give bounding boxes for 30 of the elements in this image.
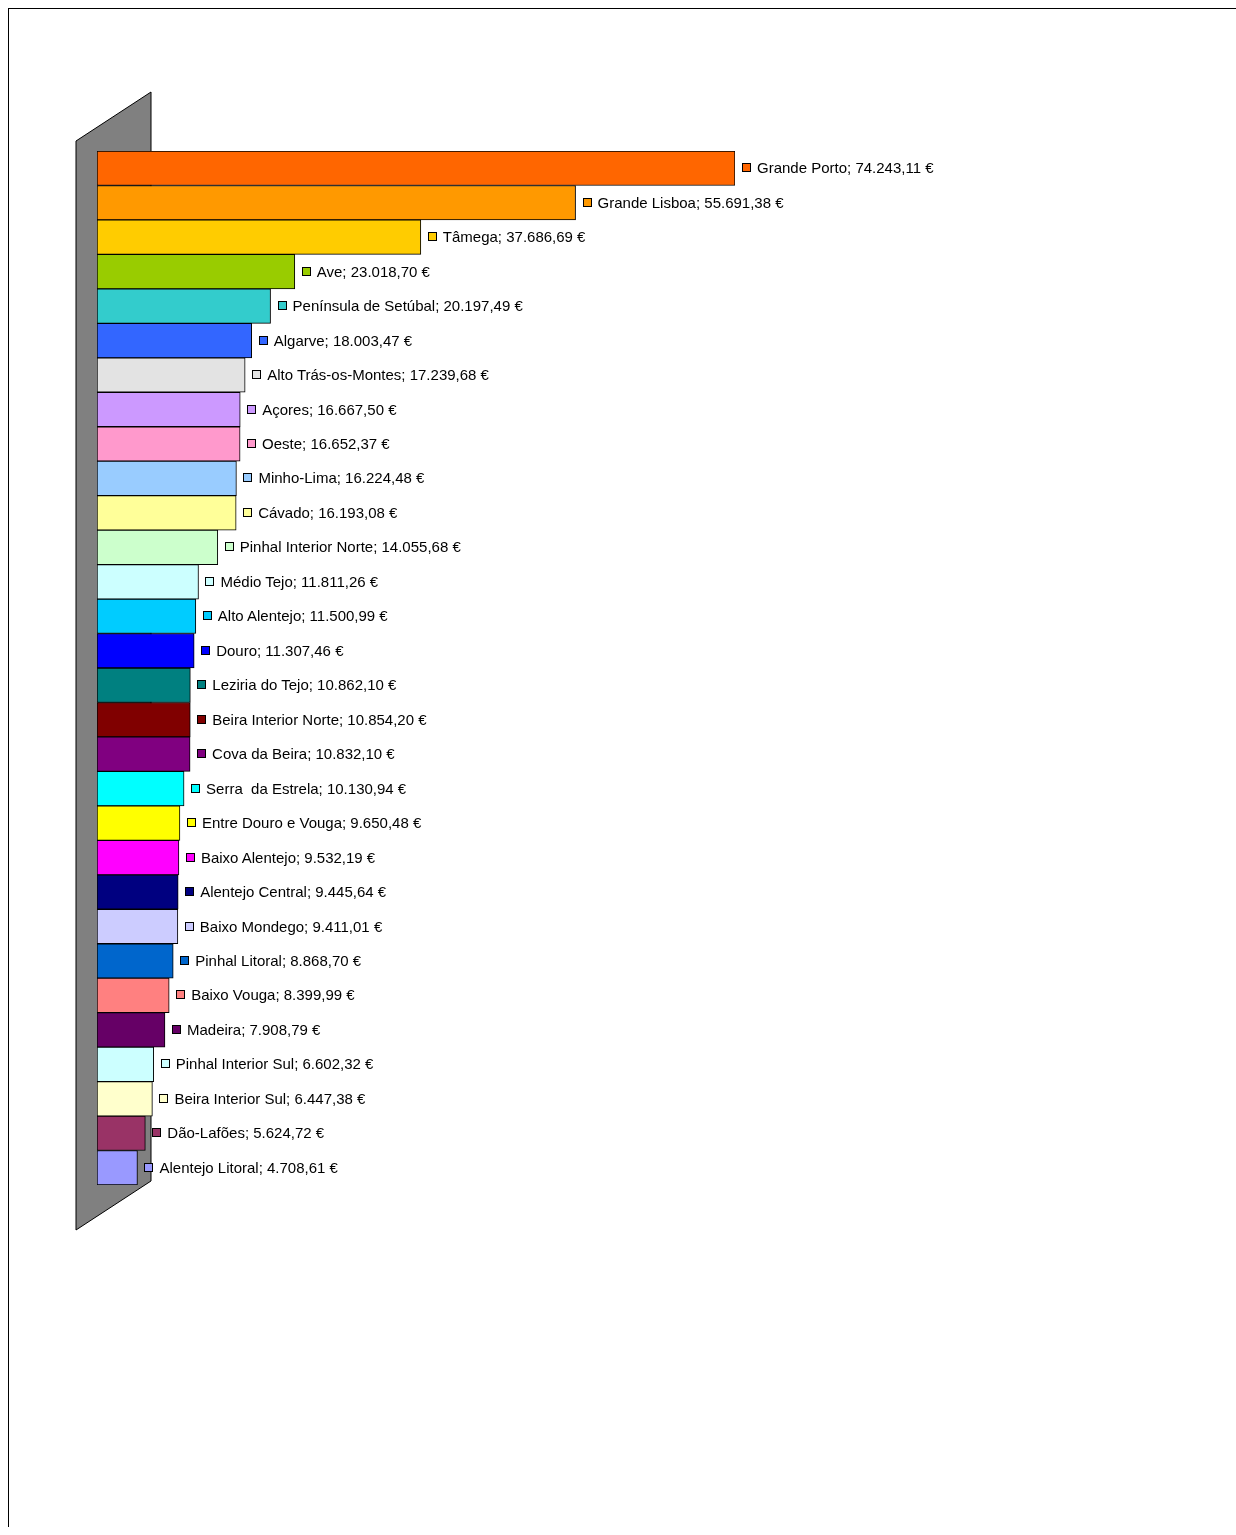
data-label: Baixo Vouga; 8.399,99 € <box>176 986 355 1005</box>
data-label: Leziria do Tejo; 10.862,10 € <box>197 676 397 695</box>
data-label: Cova da Beira; 10.832,10 € <box>197 745 395 764</box>
data-label: Grande Porto; 74.243,11 € <box>742 159 934 178</box>
data-label: Algarve; 18.003,47 € <box>258 331 413 350</box>
data-label: Cávado; 16.193,08 € <box>243 503 398 522</box>
data-label: Beira Interior Norte; 10.854,20 € <box>197 710 427 729</box>
data-label: Beira Interior Sul; 6.447,38 € <box>159 1089 366 1108</box>
data-label: Alto Alentejo; 11.500,99 € <box>202 607 388 626</box>
data-label: Serra da Estrela; 10.130,94 € <box>191 779 407 798</box>
data-label: Douro; 11.307,46 € <box>201 641 344 660</box>
data-label: Ave; 23.018,70 € <box>301 262 430 281</box>
data-label: Dão-Lafões; 5.624,72 € <box>152 1124 325 1143</box>
data-label: Médio Tejo; 11.811,26 € <box>205 572 379 591</box>
data-label: Oeste; 16.652,37 € <box>247 434 390 453</box>
data-label: Grande Lisboa; 55.691,38 € <box>582 193 784 212</box>
data-label: Açores; 16.667,50 € <box>247 400 397 419</box>
data-label: Pinhal Interior Sul; 6.602,32 € <box>160 1055 374 1074</box>
data-label: Madeira; 7.908,79 € <box>171 1020 321 1039</box>
data-label: Pinhal Litoral; 8.868,70 € <box>180 951 362 970</box>
data-label: Península de Setúbal; 20.197,49 € <box>277 297 523 316</box>
data-label: Pinhal Interior Norte; 14.055,68 € <box>224 538 461 557</box>
data-label: Alentejo Central; 9.445,64 € <box>185 883 387 902</box>
data-label: Tâmega; 37.686,69 € <box>427 228 586 247</box>
data-label: Alto Trás-os-Montes; 17.239,68 € <box>252 366 489 385</box>
data-label: Entre Douro e Vouga; 9.650,48 € <box>186 814 422 833</box>
data-label: Baixo Alentejo; 9.532,19 € <box>185 848 376 867</box>
data-label: Alentejo Litoral; 4.708,61 € <box>144 1158 338 1177</box>
data-label: Minho-Lima; 16.224,48 € <box>243 469 425 488</box>
data-label: Baixo Mondego; 9.411,01 € <box>184 917 383 936</box>
